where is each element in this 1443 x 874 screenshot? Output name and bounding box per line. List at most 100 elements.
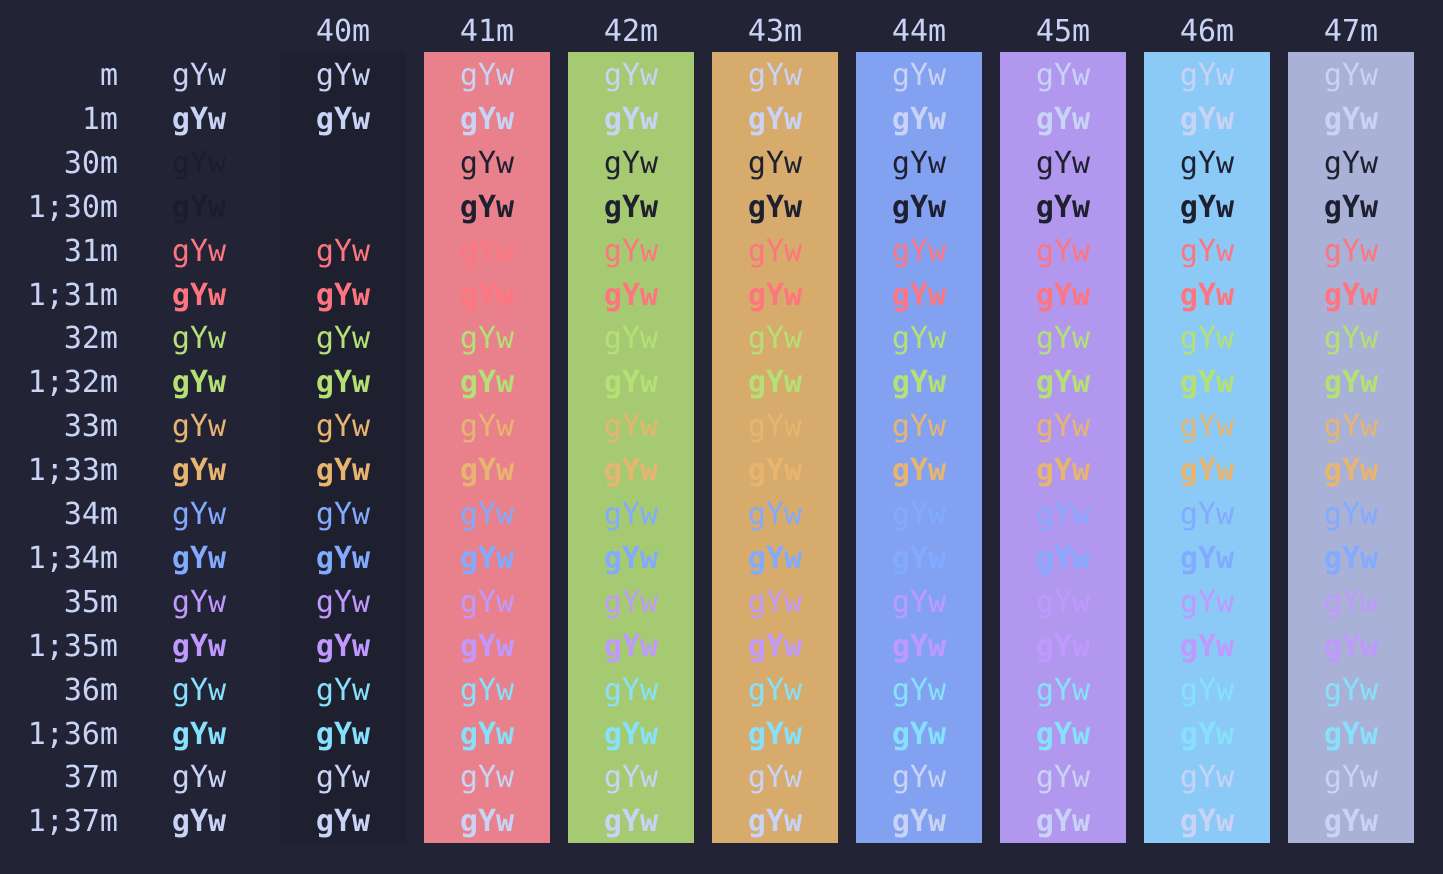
sample-cell: gYw	[459, 321, 515, 356]
sample-cell: gYw	[603, 541, 659, 576]
sample-cell: gYw	[171, 58, 227, 93]
sample-cell: gYw	[1035, 453, 1091, 488]
sample-cell: gYw	[1035, 146, 1091, 181]
row-label-30m: 30m	[63, 146, 118, 181]
sample-cell: gYw	[1323, 717, 1379, 752]
sample-cell: gYw	[891, 321, 947, 356]
bg-column-41m	[424, 52, 550, 843]
sample-cell: gYw	[603, 629, 659, 664]
sample-cell: gYw	[459, 365, 515, 400]
sample-cell: gYw	[891, 804, 947, 839]
sample-cell: gYw	[171, 541, 227, 576]
sample-cell: gYw	[891, 541, 947, 576]
sample-cell: gYw	[1035, 629, 1091, 664]
sample-cell: gYw	[1035, 760, 1091, 795]
row-label-m: m	[99, 58, 118, 93]
sample-cell: gYw	[315, 58, 371, 93]
sample-cell: gYw	[171, 321, 227, 356]
sample-cell: gYw	[171, 717, 227, 752]
sample-cell: gYw	[459, 541, 515, 576]
sample-cell: gYw	[171, 453, 227, 488]
sample-cell: gYw	[747, 321, 803, 356]
sample-cell: gYw	[603, 102, 659, 137]
sample-cell: gYw	[747, 190, 803, 225]
sample-cell: gYw	[891, 717, 947, 752]
sample-cell: gYw	[603, 146, 659, 181]
sample-cell: gYw	[315, 365, 371, 400]
sample-cell: gYw	[171, 146, 227, 181]
row-label-1-34m: 1;34m	[27, 541, 118, 576]
sample-cell: gYw	[747, 629, 803, 664]
column-header-47m: 47m	[1323, 14, 1379, 49]
sample-cell: gYw	[603, 673, 659, 708]
sample-cell: gYw	[1323, 409, 1379, 444]
sample-cell: gYw	[315, 234, 371, 269]
bg-column-45m	[1000, 52, 1126, 843]
sample-cell: gYw	[171, 585, 227, 620]
sample-cell: gYw	[171, 409, 227, 444]
sample-cell: gYw	[891, 146, 947, 181]
column-header-46m: 46m	[1179, 14, 1235, 49]
sample-cell: gYw	[1035, 234, 1091, 269]
sample-cell: gYw	[891, 585, 947, 620]
sample-cell: gYw	[1179, 321, 1235, 356]
sample-cell: gYw	[747, 760, 803, 795]
sample-cell: gYw	[315, 102, 371, 137]
sample-cell: gYw	[1035, 409, 1091, 444]
row-label-1-33m: 1;33m	[27, 453, 118, 488]
sample-cell: gYw	[603, 365, 659, 400]
sample-cell: gYw	[747, 146, 803, 181]
bg-column-47m	[1288, 52, 1414, 843]
sample-cell: gYw	[315, 278, 371, 313]
sample-cell: gYw	[603, 321, 659, 356]
sample-cell: gYw	[1035, 541, 1091, 576]
sample-cell: gYw	[459, 146, 515, 181]
sample-cell: gYw	[171, 190, 227, 225]
column-header-45m: 45m	[1035, 14, 1091, 49]
sample-cell: gYw	[1035, 102, 1091, 137]
row-label-1m: 1m	[81, 102, 118, 137]
sample-cell: gYw	[459, 278, 515, 313]
sample-cell: gYw	[459, 190, 515, 225]
sample-cell: gYw	[459, 629, 515, 664]
sample-cell: gYw	[1179, 804, 1235, 839]
sample-cell: gYw	[747, 278, 803, 313]
sample-cell: gYw	[1323, 278, 1379, 313]
sample-cell: gYw	[891, 629, 947, 664]
sample-cell: gYw	[459, 717, 515, 752]
sample-cell: gYw	[1035, 365, 1091, 400]
sample-cell: gYw	[747, 365, 803, 400]
sample-cell: gYw	[1179, 541, 1235, 576]
bg-column-40m	[280, 52, 406, 843]
row-label-32m: 32m	[63, 321, 118, 356]
sample-cell: gYw	[315, 146, 371, 181]
sample-cell: gYw	[1323, 541, 1379, 576]
row-label-35m: 35m	[63, 585, 118, 620]
sample-cell: gYw	[747, 102, 803, 137]
sample-cell: gYw	[1323, 234, 1379, 269]
column-header-41m: 41m	[459, 14, 515, 49]
sample-cell: gYw	[603, 497, 659, 532]
sample-cell: gYw	[603, 717, 659, 752]
sample-cell: gYw	[171, 278, 227, 313]
sample-cell: gYw	[1179, 190, 1235, 225]
sample-cell: gYw	[747, 717, 803, 752]
sample-cell: gYw	[1323, 673, 1379, 708]
sample-cell: gYw	[315, 585, 371, 620]
sample-cell: gYw	[315, 629, 371, 664]
sample-cell: gYw	[459, 760, 515, 795]
sample-cell: gYw	[1179, 760, 1235, 795]
sample-cell: gYw	[1323, 102, 1379, 137]
sample-cell: gYw	[1323, 629, 1379, 664]
sample-cell: gYw	[315, 717, 371, 752]
sample-cell: gYw	[171, 629, 227, 664]
sample-cell: gYw	[1035, 804, 1091, 839]
sample-cell: gYw	[747, 409, 803, 444]
sample-cell: gYw	[315, 804, 371, 839]
sample-cell: gYw	[459, 409, 515, 444]
sample-cell: gYw	[1323, 760, 1379, 795]
sample-cell: gYw	[891, 497, 947, 532]
sample-cell: gYw	[1323, 453, 1379, 488]
sample-cell: gYw	[603, 58, 659, 93]
